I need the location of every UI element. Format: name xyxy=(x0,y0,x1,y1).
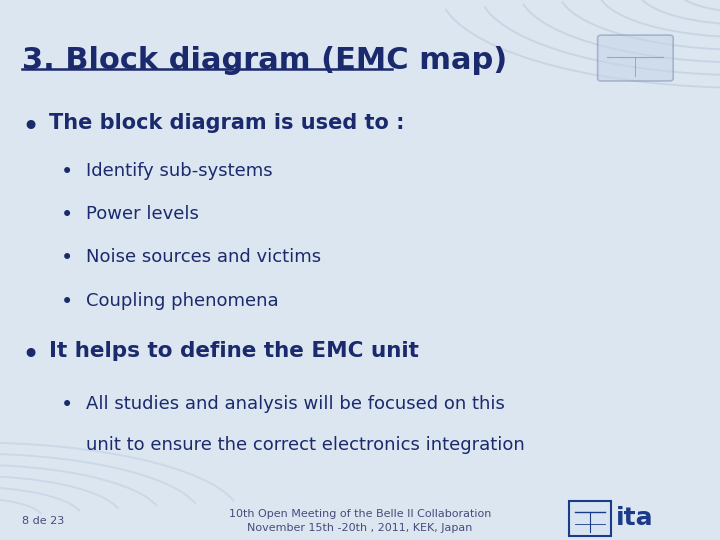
Text: •: • xyxy=(61,292,73,312)
Text: •: • xyxy=(22,341,40,370)
Text: Coupling phenomena: Coupling phenomena xyxy=(86,292,279,309)
FancyBboxPatch shape xyxy=(569,501,611,536)
Text: •: • xyxy=(61,205,73,225)
Text: 3. Block diagram (EMC map): 3. Block diagram (EMC map) xyxy=(22,46,507,75)
Text: It helps to define the EMC unit: It helps to define the EMC unit xyxy=(49,341,419,361)
Text: All studies and analysis will be focused on this: All studies and analysis will be focused… xyxy=(86,395,505,413)
Text: 10th Open Meeting of the Belle II Collaboration
November 15th -20th , 2011, KEK,: 10th Open Meeting of the Belle II Collab… xyxy=(229,509,491,533)
Text: Noise sources and victims: Noise sources and victims xyxy=(86,248,322,266)
FancyBboxPatch shape xyxy=(598,35,673,81)
Text: Identify sub-systems: Identify sub-systems xyxy=(86,162,273,180)
Text: •: • xyxy=(61,162,73,182)
Text: •: • xyxy=(22,113,40,143)
Text: ita: ita xyxy=(616,507,653,530)
Text: unit to ensure the correct electronics integration: unit to ensure the correct electronics i… xyxy=(86,436,525,454)
Text: •: • xyxy=(61,248,73,268)
Text: 8 de 23: 8 de 23 xyxy=(22,516,64,526)
Text: •: • xyxy=(61,395,73,415)
Text: The block diagram is used to :: The block diagram is used to : xyxy=(49,113,405,133)
Text: Power levels: Power levels xyxy=(86,205,199,223)
